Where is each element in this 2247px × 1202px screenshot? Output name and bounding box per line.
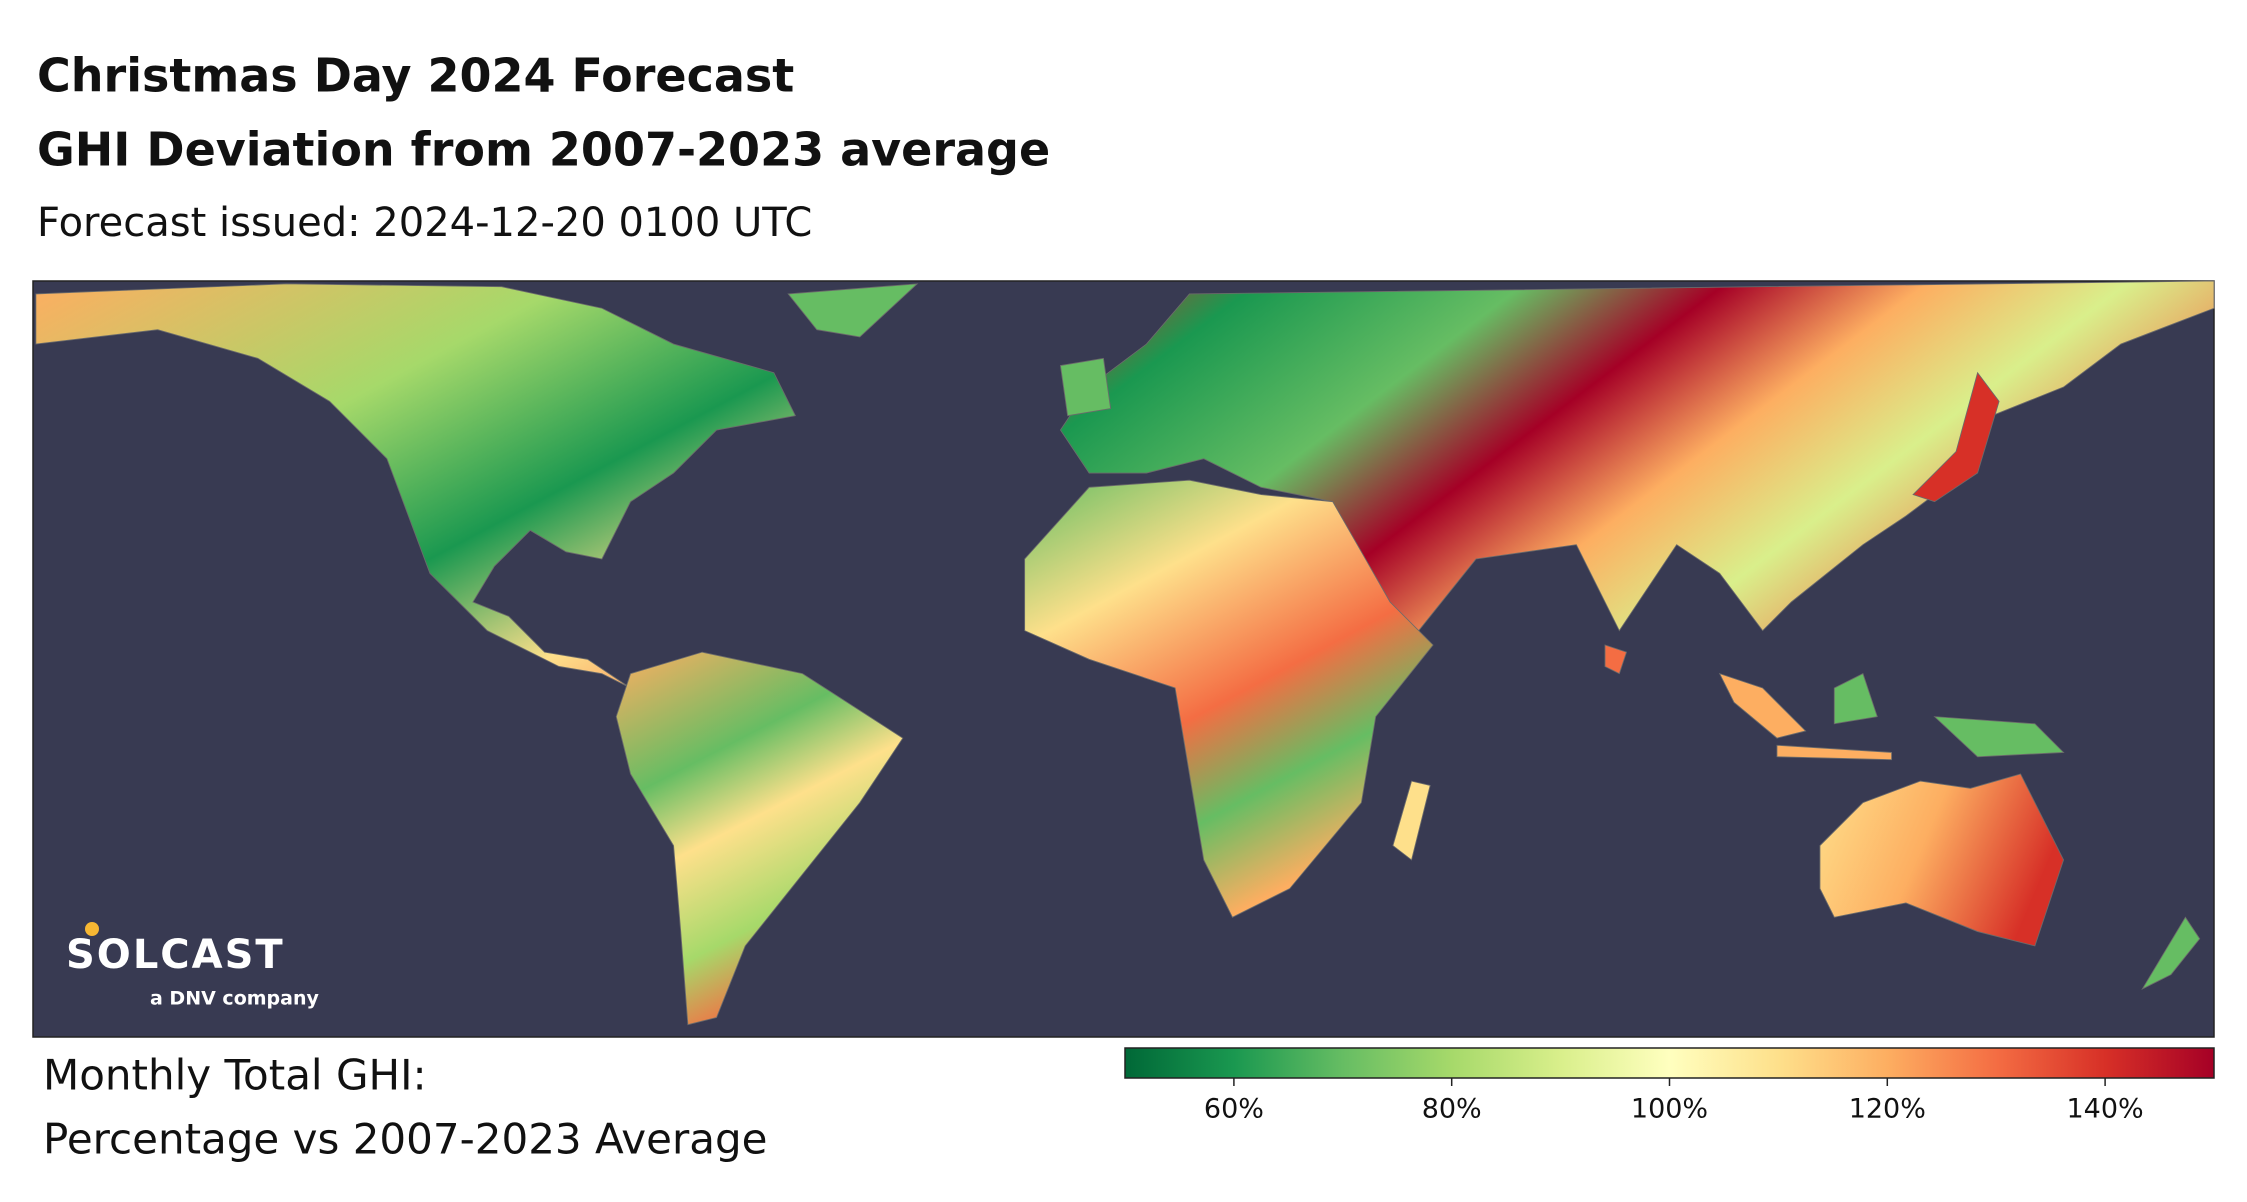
colorbar-tick-label: 80% <box>1422 1094 1482 1125</box>
colorbar: 60% 80% 100% 120% 140% <box>1124 1047 2215 1125</box>
greenland <box>787 283 919 338</box>
colorbar-tick-label: 100% <box>1631 1094 1708 1125</box>
logo-tagline: a DNV company <box>150 988 319 1010</box>
logo-sun <box>85 922 99 936</box>
north-america <box>35 283 796 689</box>
islands <box>1833 673 2065 758</box>
subtitle: GHI Deviation from 2007-2023 average <box>37 123 1050 177</box>
indonesia <box>1718 672 1893 761</box>
issued: Forecast issued: 2024-12-20 0100 UTC <box>37 200 812 246</box>
eurasia <box>1059 280 2215 632</box>
british-isles <box>1059 357 1112 417</box>
australia <box>1819 773 2065 947</box>
logo-name: SOLCAST <box>66 932 285 978</box>
colorbar-tick-label: 120% <box>1849 1094 1926 1125</box>
japan <box>1912 371 2000 503</box>
madagascar <box>1392 780 1431 861</box>
title: Christmas Day 2024 Forecast <box>37 49 794 103</box>
africa <box>1024 479 1434 918</box>
map-land <box>35 280 2215 1026</box>
sri-lanka <box>1604 644 1628 675</box>
south-america <box>615 651 904 1026</box>
legend-title: Monthly Total GHI: <box>43 1051 427 1100</box>
colorbar-bar <box>1124 1047 2215 1079</box>
colorbar-tick-label: 140% <box>2066 1094 2143 1125</box>
logo: SOLCAST a DNV company <box>66 922 319 1010</box>
new-zealand <box>2141 916 2201 990</box>
legend-title: Percentage vs 2007-2023 Average <box>43 1115 767 1164</box>
colorbar-tick-label: 60% <box>1204 1094 1264 1125</box>
